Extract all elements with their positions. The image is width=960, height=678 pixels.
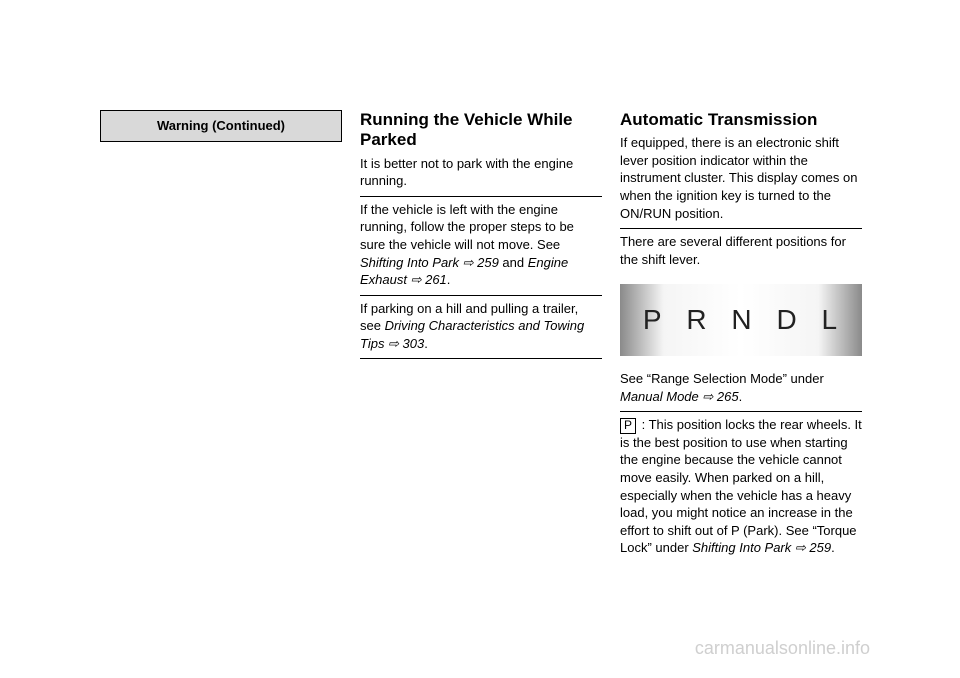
- body-text: .: [831, 540, 835, 555]
- column-3: Automatic Transmission If equipped, ther…: [620, 110, 862, 563]
- para-block: If the vehicle is left with the engine r…: [360, 197, 602, 296]
- gear-p-badge: P: [620, 418, 636, 433]
- para-block: See “Range Selection Mode” under Manual …: [620, 366, 862, 412]
- watermark: carmanualsonline.info: [695, 636, 870, 660]
- para-block: There are several different positions fo…: [620, 229, 862, 274]
- section-title-running: Running the Vehicle While Parked: [360, 110, 602, 151]
- body-text: If equipped, there is an electronic shif…: [620, 135, 857, 220]
- warning-label: Warning (Continued): [157, 118, 285, 133]
- cross-ref: Shifting Into Park ⇨ 259: [360, 255, 499, 270]
- body-text: .: [424, 336, 428, 351]
- cross-ref: Manual Mode ⇨ 265: [620, 389, 739, 404]
- column-1: Warning (Continued): [100, 110, 342, 563]
- prndl-display: P R N D L: [620, 284, 862, 356]
- body-text: : This position locks the rear wheels. I…: [620, 417, 862, 555]
- body-text: .: [447, 272, 451, 287]
- manual-page: Warning (Continued) Running the Vehicle …: [0, 0, 960, 603]
- gear-letter: N: [731, 301, 753, 339]
- body-text: If the vehicle is left with the engine r…: [360, 202, 574, 252]
- column-2: Running the Vehicle While Parked It is b…: [360, 110, 602, 563]
- para-block: If parking on a hill and pulling a trail…: [360, 296, 602, 360]
- body-text: See “Range Selection Mode” under: [620, 371, 824, 386]
- cross-ref: Shifting Into Park ⇨ 259: [692, 540, 831, 555]
- gear-letter: R: [686, 301, 708, 339]
- warning-continued-box: Warning (Continued): [100, 110, 342, 142]
- section-title-transmission: Automatic Transmission: [620, 110, 862, 130]
- gear-letter: L: [822, 301, 840, 339]
- para-block: If equipped, there is an electronic shif…: [620, 134, 862, 229]
- para-block: P : This position locks the rear wheels.…: [620, 412, 862, 562]
- body-text: It is better not to park with the engine…: [360, 156, 573, 189]
- gear-letter: P: [643, 301, 664, 339]
- cross-ref: Driving Characteristics and Towing Tips …: [360, 318, 584, 351]
- shift-indicator-figure: P R N D L: [620, 274, 862, 366]
- gear-letter: D: [776, 301, 798, 339]
- body-text: There are several different positions fo…: [620, 234, 846, 267]
- body-text: and: [499, 255, 528, 270]
- para-block: It is better not to park with the engine…: [360, 155, 602, 197]
- body-text: .: [739, 389, 743, 404]
